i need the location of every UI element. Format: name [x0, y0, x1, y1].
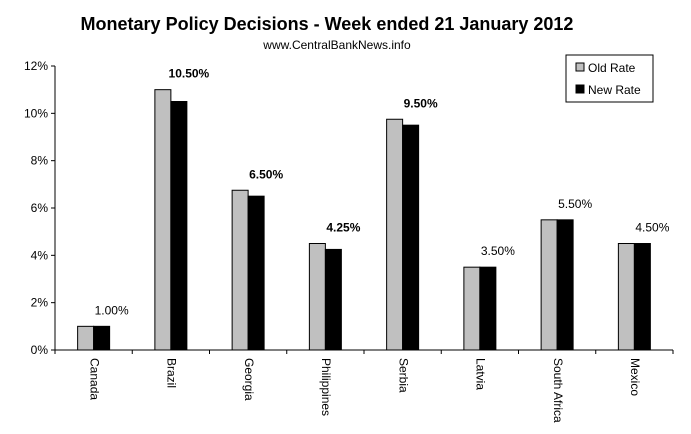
bar-old-rate: [154, 89, 172, 351]
legend: Old Rate New Rate: [565, 54, 654, 103]
y-tick-label: 6%: [31, 201, 49, 215]
bar-old-rate: [231, 189, 249, 351]
category-labels: Canada Brazil Georgia Philippines Serbia Latv…: [87, 358, 642, 423]
legend-label-old-rate: Old Rate: [588, 61, 636, 75]
y-tick-label: 2%: [31, 296, 49, 310]
bar-old-rate: [308, 243, 326, 351]
bar-old-rate: [540, 219, 558, 351]
bars: [77, 89, 651, 351]
data-labels: 1.00% 10.50% 6.50% 4.25% 9.50% 3.50% 5.50% 4.50…: [95, 67, 670, 318]
bar-old-rate: [463, 266, 481, 351]
category-label: Brazil: [165, 358, 179, 388]
category-label: Philippines: [319, 358, 333, 416]
data-label: 4.50%: [635, 221, 669, 235]
bar-new-rate: [93, 325, 111, 351]
category-label: Serbia: [396, 358, 410, 393]
bar-new-rate: [556, 219, 574, 351]
y-tick-label: 8%: [31, 154, 49, 168]
y-axis: 0% 2% 4% 6% 8% 10% 12%: [24, 59, 56, 357]
y-tick-label: 0%: [31, 343, 49, 357]
bar-old-rate: [617, 243, 635, 351]
bar-new-rate: [479, 266, 497, 351]
bar-new-rate: [247, 195, 265, 351]
chart-subtitle: www.CentralBankNews.info: [262, 38, 411, 52]
bar-new-rate: [170, 101, 188, 351]
data-label: 6.50%: [249, 167, 283, 181]
data-label: 3.50%: [481, 244, 515, 258]
bar-old-rate: [77, 325, 95, 351]
x-axis: [54, 349, 674, 354]
y-tick-label: 12%: [24, 59, 48, 73]
bar-new-rate: [324, 248, 342, 351]
chart-title: Monetary Policy Decisions - Week ended 2…: [81, 14, 574, 34]
category-label: South Africa: [551, 358, 565, 423]
category-label: Canada: [87, 358, 101, 400]
data-label: 1.00%: [95, 303, 129, 317]
bar-new-rate: [633, 243, 651, 351]
legend-label-new-rate: New Rate: [588, 83, 641, 97]
y-tick-label: 4%: [31, 248, 49, 262]
bar-new-rate: [402, 124, 420, 351]
legend-swatch-new-rate: [575, 84, 585, 94]
legend-swatch-old-rate: [575, 62, 585, 72]
bar-old-rate: [386, 118, 404, 351]
data-label: 10.50%: [169, 67, 210, 81]
category-label: Georgia: [242, 358, 256, 401]
category-label: Latvia: [474, 358, 488, 390]
data-label: 4.25%: [326, 221, 360, 235]
category-label: Mexico: [628, 358, 642, 396]
data-label: 9.50%: [404, 96, 438, 110]
data-label: 5.50%: [558, 197, 592, 211]
y-tick-label: 10%: [24, 106, 48, 120]
